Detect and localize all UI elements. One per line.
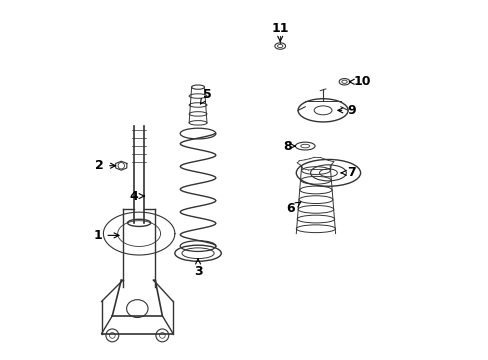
Text: 10: 10 [348,75,370,88]
Text: 3: 3 [193,259,202,278]
Text: 1: 1 [94,229,119,242]
Text: 8: 8 [283,140,295,153]
Text: 9: 9 [337,104,355,117]
Text: 11: 11 [271,22,288,41]
Text: 7: 7 [341,166,355,179]
Text: 5: 5 [200,88,211,104]
Text: 4: 4 [129,190,144,203]
Text: 2: 2 [95,159,115,172]
Text: 6: 6 [286,202,300,215]
